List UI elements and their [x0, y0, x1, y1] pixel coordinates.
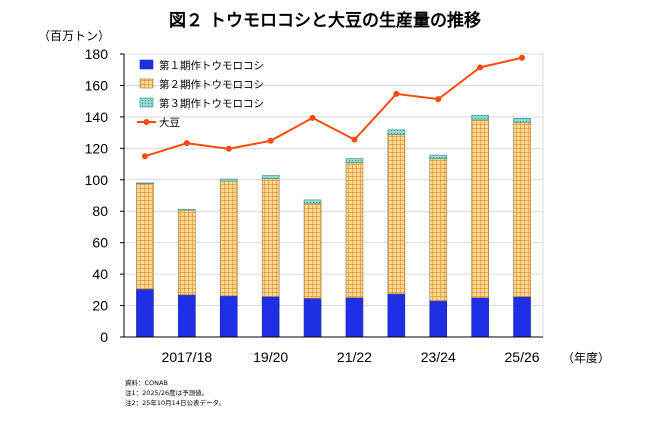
legend-label: 大豆 [159, 116, 180, 129]
soybean-line [144, 56, 523, 158]
bar-third-crop [387, 129, 406, 135]
x-tick-label: 19/20 [253, 349, 288, 365]
bar-second-crop [345, 162, 364, 298]
bar-first-crop [345, 297, 364, 338]
x-tick-label: 21/22 [337, 349, 372, 365]
legend-swatch [139, 97, 154, 108]
bar-third-crop [471, 115, 489, 121]
note-source: 資料：CONAB [125, 379, 168, 387]
soybean-point [267, 137, 274, 144]
x-tick-label: 25/26 [505, 349, 540, 365]
bar-third-crop [513, 118, 531, 123]
bar-second-crop [513, 121, 531, 298]
bar-second-crop [261, 178, 280, 297]
soybean-point [477, 64, 484, 71]
y-tick-label: 60 [92, 235, 108, 251]
bar-third-crop [303, 199, 322, 204]
y-axis-unit: （百万トン） [38, 29, 111, 43]
bar-first-crop [387, 293, 406, 338]
y-tick-label: 120 [85, 140, 109, 156]
soybean-point [183, 140, 190, 147]
note-1: 注1：2025/26度は予測値。 [125, 389, 209, 397]
legend-swatch [139, 78, 154, 89]
bar-third-crop [429, 154, 448, 159]
bar-second-crop [178, 209, 196, 296]
source-notes: 資料：CONAB 注1：2025/26度は予測値。 注2：25年10月14日公表… [125, 378, 225, 408]
bar-second-crop [303, 202, 322, 299]
soybean-point [309, 114, 316, 121]
soybean-point [141, 153, 148, 160]
bar-first-crop [429, 300, 448, 338]
note-2: 注2：25年10月14日公表データ。 [125, 399, 226, 407]
bar-second-crop [387, 134, 406, 295]
x-tick-label: 23/24 [421, 349, 456, 365]
legend-swatch [139, 59, 154, 70]
y-tick-label: 180 [85, 46, 109, 62]
bar-first-crop [513, 296, 531, 338]
y-tick-label: 100 [85, 172, 109, 188]
soybean-point [393, 90, 400, 97]
bar-third-crop [261, 175, 280, 179]
bar-third-crop [219, 178, 238, 182]
y-tick-label: 160 [85, 77, 109, 93]
x-tick-label: 2017/18 [162, 349, 213, 365]
y-tick-label: 140 [85, 109, 109, 125]
soybean-point [225, 145, 232, 152]
bar-second-crop [136, 183, 154, 290]
bar-first-crop [261, 296, 280, 338]
bar-second-crop [471, 119, 489, 298]
y-tick-label: 20 [92, 298, 108, 314]
chart-title: 図２ トウモロコシと大豆の生産量の推移 [169, 11, 481, 31]
bar-first-crop [178, 294, 196, 338]
soybean-point [351, 136, 358, 143]
bar-first-crop [471, 297, 489, 338]
soybean-point [519, 54, 526, 61]
legend-marker [143, 119, 150, 125]
bar-first-crop [219, 295, 238, 338]
soybean-point [435, 96, 442, 103]
bar-second-crop [429, 158, 448, 302]
bar-first-crop [136, 288, 154, 338]
x-axis-unit: （年度） [562, 351, 611, 365]
legend-label: 第３期作トウモロコシ [159, 97, 264, 110]
legend-label: 第２期作トウモロコシ [159, 78, 264, 91]
legend-label: 第１期作トウモロコシ [159, 59, 264, 72]
bar-third-crop [136, 182, 154, 185]
bar-first-crop [303, 298, 322, 338]
y-tick-label: 80 [92, 203, 108, 219]
bar-second-crop [219, 180, 238, 297]
y-tick-label: 40 [92, 266, 108, 282]
y-tick-label: 0 [100, 329, 108, 345]
bar-third-crop [345, 158, 364, 163]
